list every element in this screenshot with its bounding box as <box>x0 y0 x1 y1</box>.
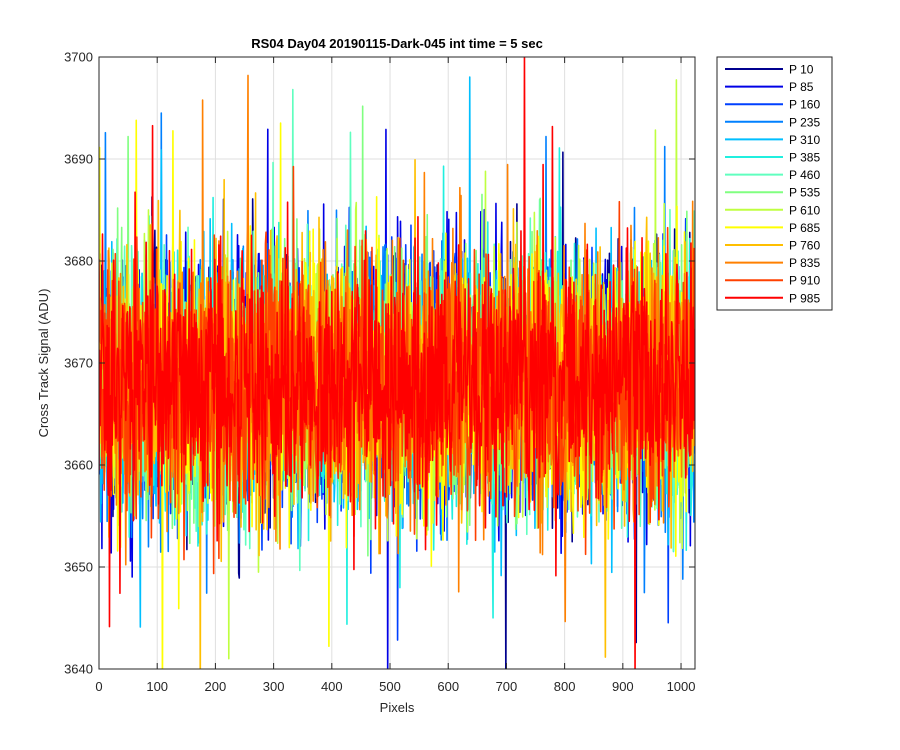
y-tick-label: 3690 <box>64 152 93 167</box>
series-layer <box>99 57 695 669</box>
legend-label: P 610 <box>789 203 820 217</box>
y-tick-label: 3670 <box>64 356 93 371</box>
x-tick-label: 200 <box>205 679 227 694</box>
legend-label: P 385 <box>789 151 820 165</box>
legend-label: P 460 <box>789 168 820 182</box>
y-tick-label: 3640 <box>64 662 93 677</box>
legend-label: P 910 <box>789 274 820 288</box>
legend-label: P 85 <box>789 80 814 94</box>
x-tick-label: 800 <box>554 679 576 694</box>
legend-items: P 10 P 85 P 160 P 235 P 310 P 385 P 460 P 535 P … <box>725 63 820 305</box>
y-tick-label: 3700 <box>64 50 93 65</box>
x-tick-label: 100 <box>146 679 168 694</box>
x-tick-label: 400 <box>321 679 343 694</box>
legend-box <box>716 56 833 311</box>
x-tick-label: 500 <box>379 679 401 694</box>
x-tick-label: 700 <box>496 679 518 694</box>
legend-label: P 685 <box>789 221 820 235</box>
series-line <box>99 57 695 669</box>
x-tick-label: 0 <box>95 679 102 694</box>
legend-label: P 310 <box>789 133 820 147</box>
y-tick-label: 3680 <box>64 254 93 269</box>
legend-label: P 160 <box>789 98 820 112</box>
x-tick-label: 1000 <box>667 679 696 694</box>
y-axis-label: Cross Track Signal (ADU) <box>36 289 51 438</box>
y-tick-label: 3660 <box>64 458 93 473</box>
x-tick-label: 600 <box>437 679 459 694</box>
legend-label: P 760 <box>789 239 820 253</box>
legend-label: P 235 <box>789 115 820 129</box>
y-tick-label: 3650 <box>64 560 93 575</box>
legend: P 10 P 85 P 160 P 235 P 310 P 385 P 460 P 535 P … <box>716 56 833 311</box>
chart-title: RS04 Day04 20190115-Dark-045 int time = … <box>251 36 543 51</box>
x-tick-label: 900 <box>612 679 634 694</box>
legend-label: P 985 <box>789 291 820 305</box>
x-axis-label: Pixels <box>380 700 415 715</box>
legend-label: P 835 <box>789 256 820 270</box>
legend-label: P 535 <box>789 186 820 200</box>
legend-label: P 10 <box>789 63 814 77</box>
x-tick-label: 300 <box>263 679 285 694</box>
tick-layer: 0 100 200 300 400 500 600 700 800 900 1000 3640 3650… <box>64 50 695 695</box>
